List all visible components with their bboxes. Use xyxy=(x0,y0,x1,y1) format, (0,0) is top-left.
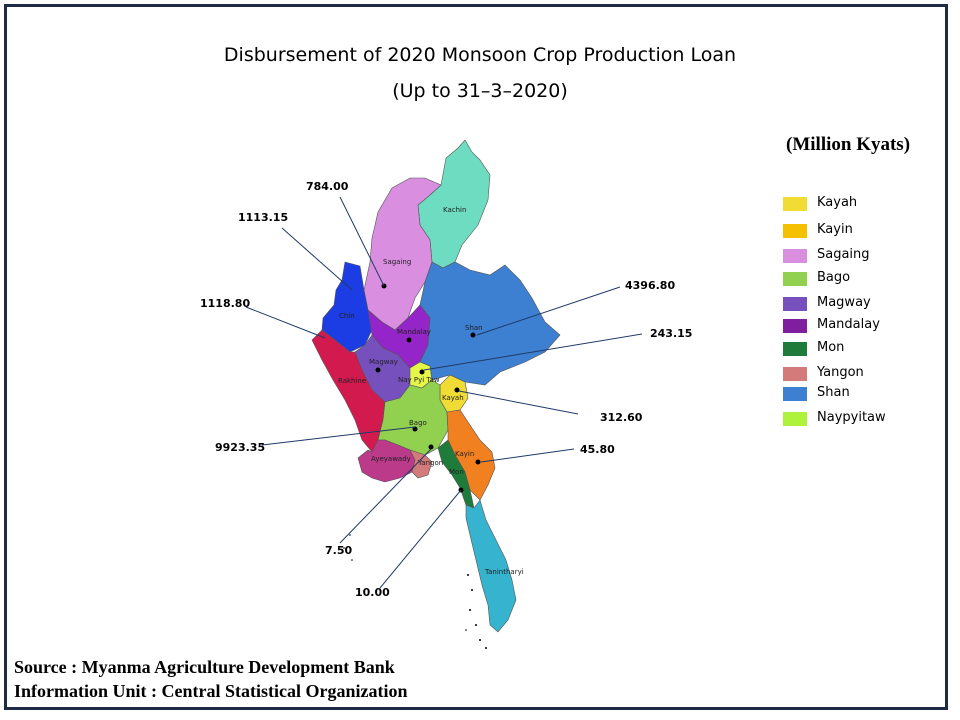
region-yangon xyxy=(409,449,433,479)
legend-swatch xyxy=(783,224,807,238)
source-note: Source : Myanma Agriculture Development … xyxy=(14,657,395,677)
value-chin-rakhine: 1118.80 xyxy=(200,297,250,310)
region-shan xyxy=(419,261,561,386)
legend-swatch xyxy=(783,367,807,381)
legend-item-3: Bago xyxy=(783,270,923,290)
legend-item-0: Kayah xyxy=(783,195,923,215)
legend-label: Magway xyxy=(817,295,871,310)
legend-swatch xyxy=(783,387,807,401)
legend-item-5: Mandalay xyxy=(783,317,923,337)
unit-label: (Million Kyats) xyxy=(786,134,911,155)
region-label-tanintharyi: Tanintharyi xyxy=(484,568,524,576)
region-tanintharyi xyxy=(465,499,517,633)
map-title: Disbursement of 2020 Monsoon Crop Produc… xyxy=(223,44,737,66)
legend-label: Yangon xyxy=(817,365,864,380)
legend-swatch xyxy=(783,197,807,211)
map-subtitle: (Up to 31–3–2020) xyxy=(392,80,568,102)
leader-lines xyxy=(245,196,643,589)
info-note: Information Unit : Central Statistical O… xyxy=(14,681,408,701)
region-label-mon: Mon xyxy=(449,468,464,476)
legend-swatch xyxy=(783,342,807,356)
region-label-kayah: Kayah xyxy=(442,394,464,402)
legend-label: Sagaing xyxy=(817,247,870,262)
legend-swatch xyxy=(783,249,807,263)
region-label-bago: Bago xyxy=(409,419,427,427)
value-ayeyawady-bago: 9923.35 xyxy=(215,441,265,454)
value-naypyitaw: 243.15 xyxy=(650,327,692,340)
legend-item-9: Naypyitaw xyxy=(783,410,923,430)
legend-label: Kayin xyxy=(817,222,853,237)
region-label-yangon: Yangon xyxy=(417,459,443,467)
legend-item-1: Kayin xyxy=(783,222,923,242)
region-label-chin: Chin xyxy=(339,312,355,320)
region-label-mandalay: Mandalay xyxy=(397,328,431,336)
value-kayin: 45.80 xyxy=(580,443,615,456)
value-kayah: 312.60 xyxy=(600,411,643,424)
region-label-rakhine: Rakhine xyxy=(338,377,366,385)
legend-swatch xyxy=(783,272,807,286)
legend-swatch xyxy=(783,412,807,426)
region-label-kayin: Kayin xyxy=(455,450,474,458)
legend-label: Shan xyxy=(817,385,850,400)
legend-swatch xyxy=(783,319,807,333)
value-yangon: 7.50 xyxy=(325,544,352,557)
legend-item-6: Mon xyxy=(783,340,923,360)
value-magway: 1113.15 xyxy=(238,211,288,224)
legend-label: Mandalay xyxy=(817,317,880,332)
legend-swatch xyxy=(783,297,807,311)
legend-label: Mon xyxy=(817,340,845,355)
legend-item-4: Magway xyxy=(783,295,923,315)
region-label-magway: Magway xyxy=(369,358,398,366)
island-dots xyxy=(343,534,487,649)
region-label-naypyitaw: Nay Pyi Taw xyxy=(398,376,440,384)
legend-label: Bago xyxy=(817,270,851,285)
legend-label: Kayah xyxy=(817,195,858,210)
value-sagaing: 784.00 xyxy=(306,180,349,193)
legend-item-2: Sagaing xyxy=(783,247,923,267)
region-label-kachin: Kachin xyxy=(443,206,466,214)
region-label-shan: Shan xyxy=(465,324,483,332)
legend-item-8: Shan xyxy=(783,385,923,405)
region-label-sagaing: Sagaing xyxy=(383,258,411,266)
value-shan: 4396.80 xyxy=(625,279,675,292)
legend-label: Naypyitaw xyxy=(817,410,886,425)
legend-item-7: Yangon xyxy=(783,365,923,385)
value-mon: 10.00 xyxy=(355,586,390,599)
region-label-ayeyawady: Ayeyawady xyxy=(371,455,411,463)
region-ayeyawady xyxy=(357,439,416,483)
